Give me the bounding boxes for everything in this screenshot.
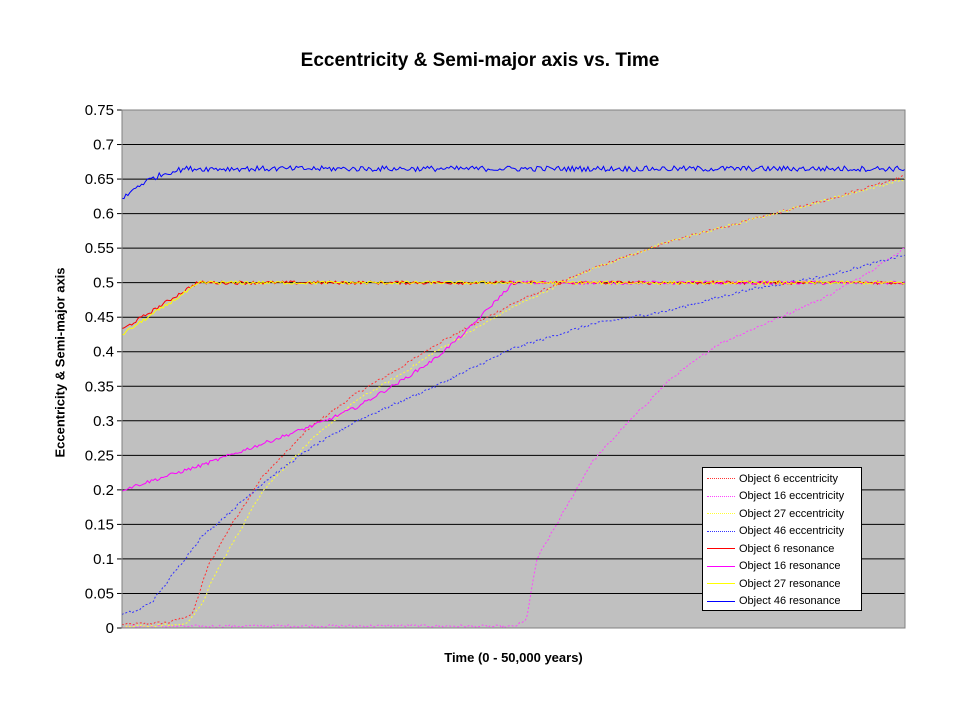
y-tick-label: 0.55: [85, 240, 114, 257]
y-tick-label: 0.75: [85, 102, 114, 119]
legend-swatch: [707, 495, 735, 497]
y-tick-label: 0.6: [93, 206, 114, 223]
y-tick-label: 0.65: [85, 171, 114, 188]
y-tick-label: 0.4: [93, 344, 114, 361]
series-line-object-46-resonance: [121, 164, 906, 200]
series-lines: [121, 164, 906, 629]
legend-item: Object 46 resonance: [707, 593, 861, 611]
legend-swatch: [707, 548, 735, 550]
legend-item: Object 16 eccentricity: [707, 488, 861, 506]
x-axis-label: Time (0 - 50,000 years): [444, 650, 583, 665]
y-tick-label: 0: [106, 620, 114, 637]
legend-label: Object 6 eccentricity: [739, 472, 839, 485]
y-tick-label: 0.3: [93, 413, 114, 430]
y-tick-label: 0.45: [85, 309, 114, 326]
chart-title: Eccentricity & Semi-major axis vs. Time: [300, 50, 660, 71]
y-tick-label: 0.2: [93, 482, 114, 499]
legend-item: Object 27 eccentricity: [707, 505, 861, 523]
legend-item: Object 6 resonance: [707, 540, 861, 558]
legend-label: Object 27 resonance: [739, 577, 841, 590]
y-tick-label: 0.35: [85, 378, 114, 395]
series-line-object-27-resonance: [121, 280, 906, 336]
legend-item: Object 46 eccentricity: [707, 523, 861, 541]
y-tick-label: 0.25: [85, 447, 114, 464]
y-tick-label: 0.15: [85, 516, 114, 533]
legend-swatch: [707, 478, 735, 480]
legend-item: Object 16 resonance: [707, 558, 861, 576]
y-tick-label: 0.7: [93, 137, 114, 154]
series-line-object-27-eccentricity: [121, 177, 906, 629]
series-line-object-16-eccentricity: [121, 247, 906, 629]
legend-swatch: [707, 583, 735, 585]
y-tick-label: 0.1: [93, 551, 114, 568]
legend-swatch: [707, 513, 735, 515]
legend-label: Object 16 eccentricity: [739, 490, 845, 503]
legend-label: Object 16 resonance: [739, 560, 841, 573]
legend-swatch: [707, 565, 735, 567]
legend-item: Object 6 eccentricity: [707, 470, 861, 488]
y-axis-label: Eccentricity & Semi-major axis: [52, 267, 68, 458]
y-tick-label: 0.05: [85, 585, 114, 602]
plot-border: [121, 109, 906, 629]
y-tick-labels: 0 0.05 0.1 0.15 0.2 0.25 0.3 0.35 0.4 0.45 0.5 0.55…: [85, 102, 122, 637]
y-tick-label: 0.5: [93, 275, 114, 292]
legend-label: Object 46 resonance: [739, 595, 841, 608]
legend-swatch: [707, 600, 735, 602]
series-line-object-46-eccentricity: [121, 254, 906, 616]
legend-item: Object 27 resonance: [707, 575, 861, 593]
legend-swatch: [707, 530, 735, 532]
legend: Object 6 eccentricity Object 16 eccentric…: [702, 467, 862, 611]
legend-label: Object 46 eccentricity: [739, 525, 845, 538]
legend-label: Object 6 resonance: [739, 542, 835, 555]
legend-label: Object 27 eccentricity: [739, 507, 845, 520]
